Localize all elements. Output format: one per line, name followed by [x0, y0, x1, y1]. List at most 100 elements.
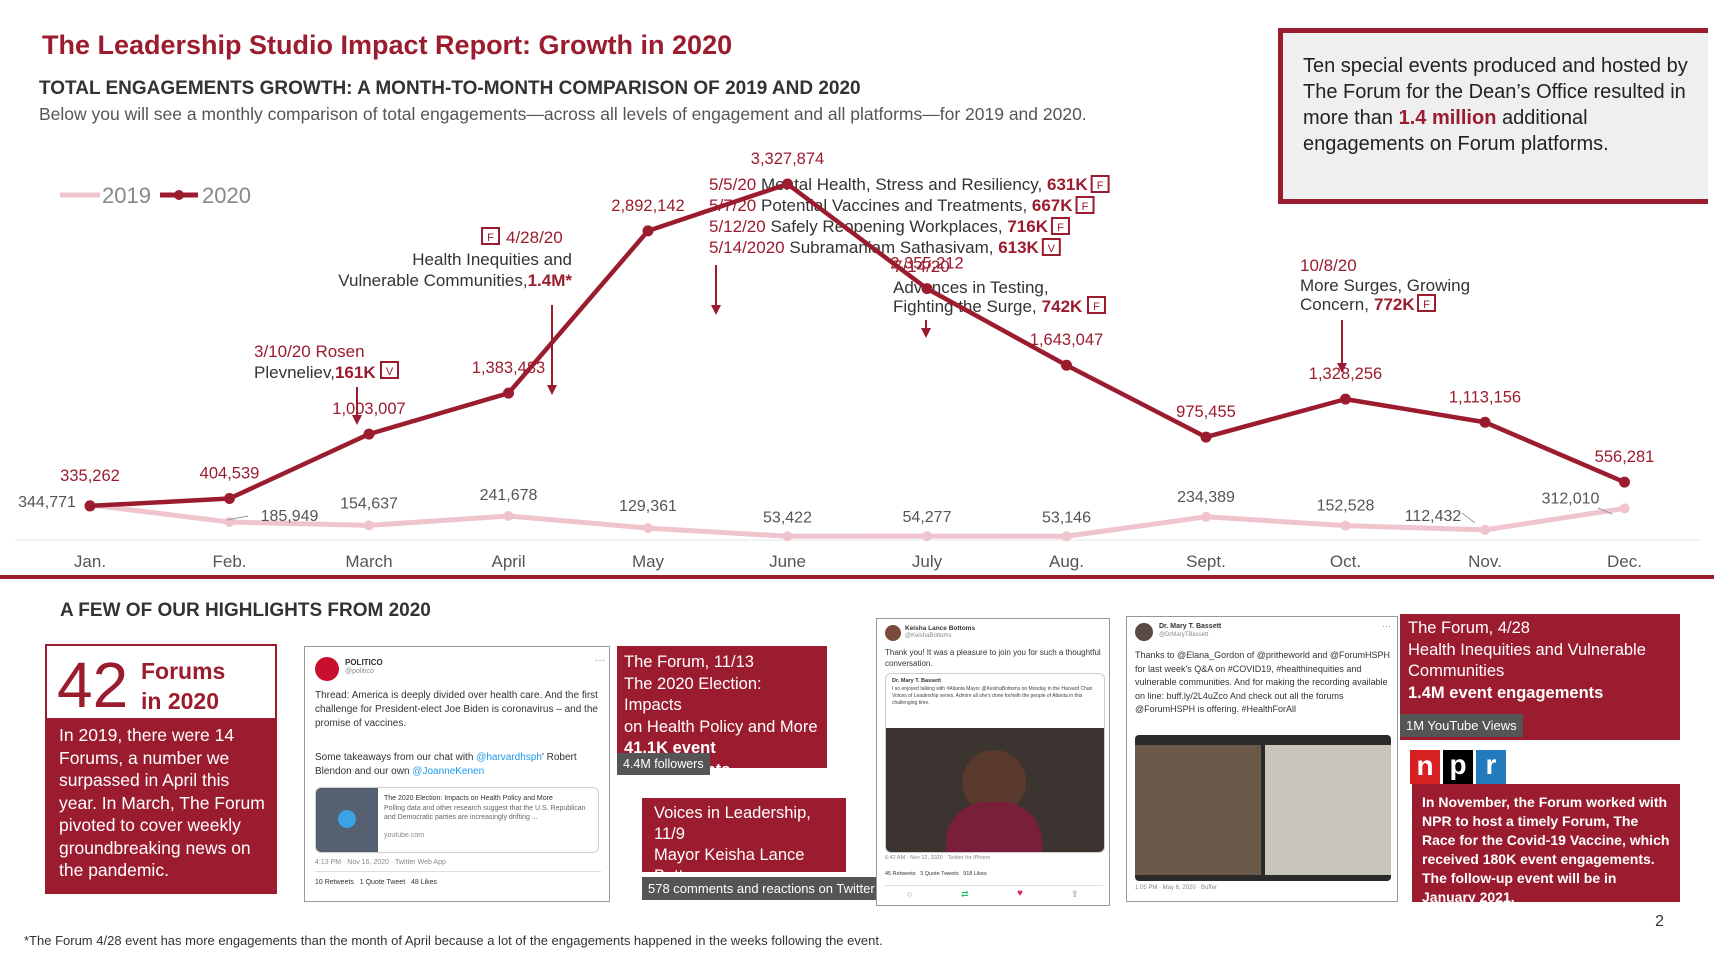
tweet-account: Keisha Lance Bottoms	[905, 625, 976, 632]
tweet-time: 4:13 PM · Nov 16, 2020 · Twitter Web App	[315, 859, 446, 866]
annotation-text: 3/10/20 Rosen	[254, 342, 365, 361]
tweet-account: Dr. Mary T. Bassett	[1159, 623, 1222, 630]
share-icon[interactable]: ⇪	[1071, 889, 1079, 899]
data-point-2020	[224, 492, 235, 504]
x-tick-label: Dec.	[1607, 552, 1642, 571]
tweet-stats: 45 Retweets 3 Quote Tweets 918 Likes	[885, 871, 987, 877]
series-layer: 335,262 404,539 1,003,007 1,383,483 2,892,14…	[18, 150, 1654, 571]
forum-badge-icon	[1090, 175, 1110, 193]
legend-2019-label: 2019	[102, 183, 151, 208]
x-tick-label: June	[769, 552, 806, 571]
data-label-2019: 53,422	[763, 509, 812, 526]
arrow-head-icon	[921, 328, 931, 338]
data-point-2019	[643, 523, 653, 534]
data-point-2020	[363, 428, 375, 440]
npr-description: In November, the Forum worked with NPR t…	[1412, 784, 1680, 905]
arrow-head-icon	[711, 305, 721, 315]
followers-tag: 4.4M followers	[617, 753, 710, 775]
bottoms-tweet-card[interactable]: Keisha Lance Bottoms @KeishaBottoms Than…	[876, 618, 1110, 906]
politico-event-box: The Forum, 11/13 The 2020 Election: Impa…	[617, 646, 827, 779]
more-options-icon[interactable]: ···	[595, 655, 605, 666]
forums-label-line: in 2020	[141, 688, 219, 714]
data-label-2020: 1,383,483	[472, 359, 545, 377]
data-point-2019	[1480, 524, 1490, 535]
x-tick-label: Nov.	[1468, 552, 1502, 571]
annotation-rosen-plevneliev: 3/10/20 Rosen Plevneliev,161K V	[254, 342, 399, 425]
forum-badge-icon	[1075, 196, 1095, 214]
like-icon[interactable]: ♥	[1017, 888, 1023, 899]
chart-legend: 2019 2020	[60, 183, 251, 208]
annotation-text: More Surges, Growing	[1300, 276, 1470, 295]
label-leader-line	[226, 515, 249, 521]
politico-tweet-card[interactable]: POLITICO @politico ··· Thread: America i…	[304, 646, 610, 902]
data-label-2019: 112,432	[1405, 508, 1462, 525]
arrow-head-icon	[1337, 363, 1347, 373]
video-badge-icon	[1041, 238, 1061, 256]
tweet-handle: @KeishaBottoms	[905, 633, 952, 639]
legend-2020-marker	[174, 190, 184, 200]
annotation-date: 10/8/20	[1300, 256, 1357, 275]
x-tick-label: March	[345, 552, 392, 571]
quoted-tweet[interactable]: Dr. Mary T. Bassett I so enjoyed talking…	[885, 673, 1105, 853]
data-label-2020: 1,113,156	[1449, 388, 1521, 406]
bottoms-event-box: Voices in Leadership, 11/9 Mayor Keisha …	[642, 798, 846, 927]
reply-icon[interactable]: ○	[907, 889, 913, 899]
video-participant-right	[1265, 745, 1391, 875]
forum-badge-icon	[1417, 294, 1436, 312]
badge-letter: V	[1048, 243, 1056, 255]
comments-tag: 578 comments and reactions on Twitter	[642, 877, 876, 900]
label-leader-line	[1461, 512, 1476, 524]
x-tick-label: May	[632, 552, 665, 571]
highlights-title: A FEW OF OUR HIGHLIGHTS FROM 2020	[60, 600, 431, 621]
data-point-2019	[1619, 503, 1630, 514]
npr-letter: n	[1410, 750, 1440, 784]
tweet-handle: @DrMaryTBassett	[1159, 632, 1209, 638]
bassett-tweet-card[interactable]: Dr. Mary T. Bassett @DrMaryTBassett ··· …	[1126, 616, 1398, 902]
event-box-line: Voices in Leadership, 11/9	[654, 804, 811, 843]
tweet-mention-link[interactable]: @JoanneKenen	[412, 766, 485, 777]
tweet-text: Thanks to @Elana_Gordon of @pritheworld …	[1135, 650, 1391, 715]
x-tick-label: April	[491, 552, 525, 571]
data-label-2019: 53,146	[1042, 509, 1091, 526]
legend-2020-label: 2020	[202, 183, 251, 208]
speaker-figure-body	[946, 802, 1042, 852]
summary-callout: Ten special events produced and hosted b…	[1278, 28, 1708, 204]
annotation-may-arrow	[711, 265, 721, 315]
tweet-text: Thank you! It was a pleasure to join you…	[885, 648, 1101, 668]
tweet-divider	[885, 885, 1103, 886]
data-label-2019: 154,637	[340, 495, 398, 512]
data-point-2019	[1201, 511, 1211, 522]
event-box-line: on Health Policy and More	[624, 717, 818, 736]
bottoms-avatar	[885, 625, 901, 641]
retweet-icon[interactable]: ⇄	[961, 889, 969, 899]
data-point-2020	[1340, 393, 1351, 405]
annotation-more-surges: 10/8/20 More Surges, Growing Concern, 772…	[1300, 256, 1470, 373]
arrow-head-icon	[352, 415, 362, 425]
series-2020-line	[89, 181, 1626, 509]
badge-letter: F	[1093, 301, 1100, 313]
callout-text: Ten special events produced and hosted b…	[1303, 55, 1688, 129]
more-options-icon[interactable]: ···	[1382, 621, 1391, 631]
tweet-link-card[interactable]: The 2020 Election: Impacts on Health Pol…	[315, 787, 599, 853]
tweet-mention-link[interactable]: @harvardhsph	[476, 752, 542, 763]
data-point-2019	[782, 531, 793, 542]
annotation-text: Concern, 772K	[1300, 295, 1415, 314]
chart-subtitle: TOTAL ENGAGEMENTS GROWTH: A MONTH-TO-MON…	[39, 78, 861, 99]
data-point-2020	[782, 178, 793, 190]
data-point-2019	[503, 511, 514, 522]
annotation-text: Vulnerable Communities,1.4M*	[338, 271, 572, 290]
tweet-time: 1:05 PM · May 6, 2020 · Buffer	[1135, 885, 1217, 891]
page-number: 2	[1655, 913, 1664, 930]
tweet-account: POLITICO	[345, 658, 383, 667]
annotation-text: 5/5/20 Mental Health, Stress and Resilie…	[709, 175, 1088, 194]
npr-letter: r	[1476, 750, 1506, 784]
engagements-line-chart: 2019 2020 3/10/20 Rosen Plevneliev,161K …	[15, 150, 1700, 571]
series-2019-line	[89, 502, 1625, 539]
npr-logo: n p r	[1410, 750, 1506, 784]
tweet-stats: 10 Retweets 1 Quote Tweet 48 Likes	[315, 879, 438, 886]
link-card-title: The 2020 Election: Impacts on Health Pol…	[384, 795, 553, 802]
event-box-line: The 2020 Election: Impacts	[624, 674, 762, 715]
x-tick-label: Aug.	[1049, 552, 1084, 571]
arrow-head-icon	[547, 385, 557, 395]
politico-avatar	[315, 657, 339, 681]
